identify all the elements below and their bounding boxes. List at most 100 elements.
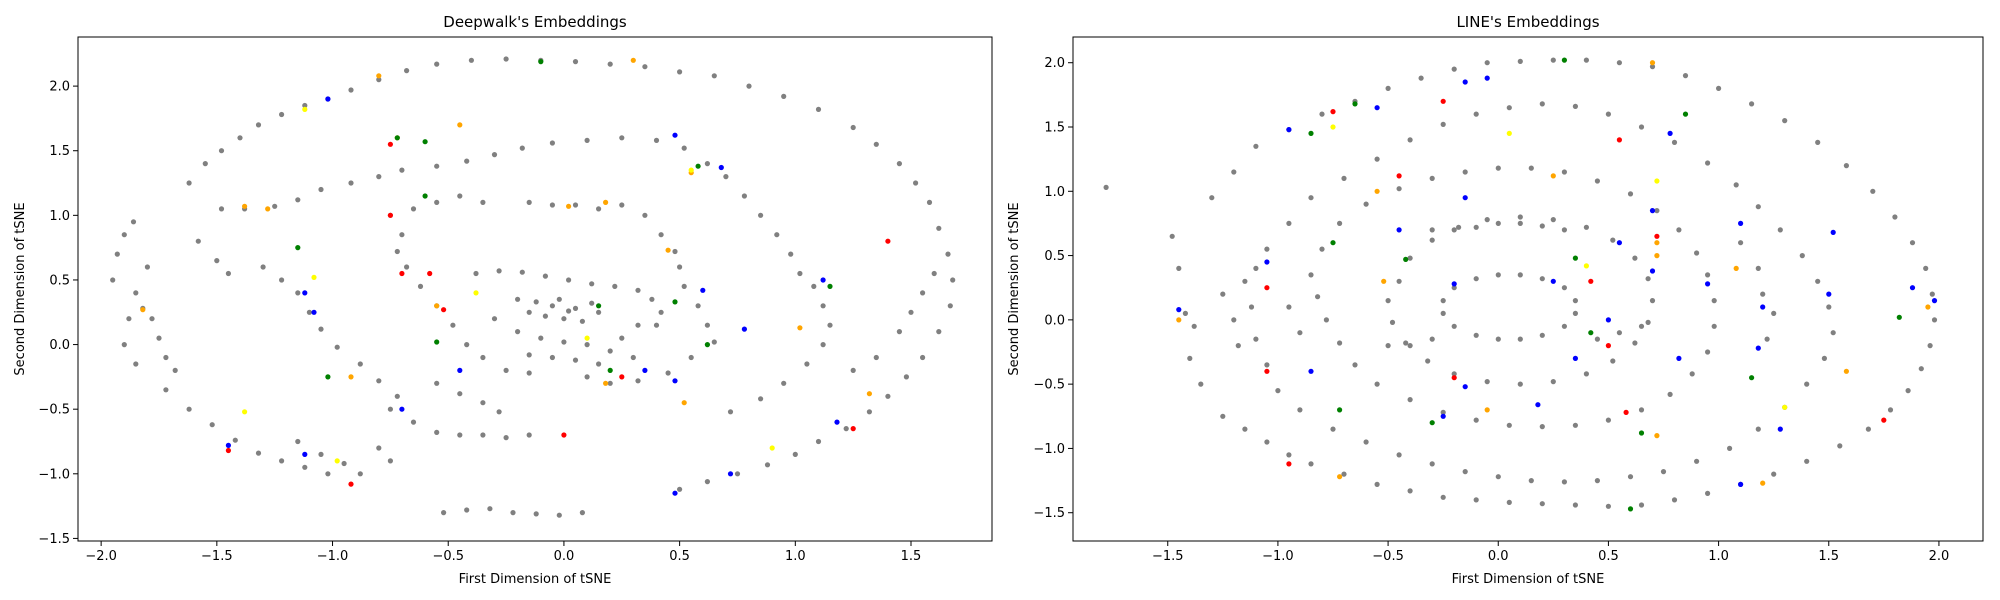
- line-point: [1738, 220, 1744, 226]
- deepwalk-point: [758, 212, 764, 218]
- deepwalk-point: [394, 248, 400, 255]
- line-point: [1605, 417, 1611, 423]
- line-point: [1561, 479, 1567, 485]
- line-point: [1374, 105, 1380, 111]
- line-point: [1330, 240, 1336, 246]
- deepwalk-point: [242, 409, 248, 415]
- line-point: [1462, 195, 1468, 201]
- deepwalk-points: [110, 56, 956, 518]
- line-point: [1550, 379, 1556, 385]
- deepwalk-y-tick-label: −1.0: [38, 467, 70, 482]
- line-point: [1931, 298, 1938, 304]
- line-point: [1407, 137, 1413, 143]
- line-point: [1330, 109, 1336, 115]
- deepwalk-point: [589, 300, 595, 306]
- deepwalk-point: [920, 354, 926, 361]
- line-point: [1319, 246, 1325, 252]
- deepwalk-point: [214, 258, 220, 264]
- line-point: [1484, 75, 1490, 81]
- line-point: [1517, 58, 1523, 64]
- deepwalk-point: [815, 106, 822, 112]
- line-point: [1931, 317, 1938, 323]
- line-point: [1654, 178, 1660, 184]
- line-point: [1799, 253, 1805, 259]
- line-point: [1645, 276, 1651, 282]
- deepwalk-chart: Deepwalk's Embeddings −2.0 −1.5 −1.0 −0.5 0.…: [13, 13, 993, 587]
- line-y-tick-label: 1.0: [1044, 185, 1065, 200]
- line-point: [1473, 332, 1479, 338]
- line-point: [1638, 124, 1645, 130]
- deepwalk-y-tick-label: −1.5: [38, 532, 70, 547]
- line-point: [1473, 224, 1479, 230]
- deepwalk-point: [561, 339, 567, 345]
- line-point: [1865, 426, 1871, 432]
- deepwalk-point: [734, 471, 741, 477]
- line-point: [1638, 502, 1645, 508]
- line-point: [1264, 246, 1270, 252]
- line-point: [1407, 255, 1413, 261]
- deepwalk-y-axis: −1.5 −1.0 −0.5 0.0 0.5 1.0 1.5 2.0: [38, 80, 78, 547]
- deepwalk-point: [357, 361, 363, 367]
- line-x-axis: −1.5 −1.0 −0.5 0.0 0.5 1.0 1.5 2.0: [1152, 541, 1949, 564]
- deepwalk-point: [387, 458, 393, 464]
- deepwalk-point: [746, 83, 752, 89]
- deepwalk-point: [341, 460, 347, 467]
- deepwalk-point: [704, 322, 711, 328]
- deepwalk-point: [202, 161, 208, 167]
- line-point: [1782, 118, 1788, 124]
- deepwalk-point: [503, 56, 509, 62]
- deepwalk-point: [885, 238, 891, 244]
- deepwalk-x-tick-label: 0.0: [554, 549, 575, 564]
- deepwalk-point: [399, 406, 405, 412]
- line-point: [1705, 272, 1711, 278]
- line-y-tick-label: 0.5: [1044, 249, 1065, 264]
- line-point: [1826, 304, 1832, 310]
- deepwalk-y-tick-label: 1.0: [49, 209, 70, 224]
- line-point: [1594, 478, 1600, 484]
- line-point: [1297, 407, 1303, 413]
- line-point: [1654, 253, 1660, 259]
- deepwalk-x-tick-label: −2.0: [85, 549, 117, 564]
- deepwalk-point: [295, 197, 301, 203]
- line-point: [1253, 336, 1259, 342]
- line-point: [1905, 388, 1911, 394]
- deepwalk-y-tick-label: 1.5: [49, 144, 70, 159]
- deepwalk-point: [695, 303, 701, 309]
- line-point: [1308, 461, 1314, 467]
- deepwalk-point: [457, 432, 463, 438]
- line-point: [1654, 433, 1660, 439]
- deepwalk-point: [410, 206, 417, 212]
- line-point: [1286, 304, 1292, 310]
- deepwalk-point: [218, 148, 225, 154]
- deepwalk-point: [572, 357, 579, 363]
- deepwalk-point: [441, 509, 447, 516]
- deepwalk-point: [394, 135, 400, 141]
- deepwalk-point: [642, 64, 648, 70]
- deepwalk-point: [325, 96, 331, 102]
- deepwalk-point: [635, 287, 641, 293]
- deepwalk-point: [422, 139, 428, 145]
- line-point: [1925, 304, 1931, 310]
- line-point: [1495, 220, 1501, 226]
- line-point: [1451, 371, 1457, 377]
- line-point: [1484, 217, 1490, 223]
- line-y-axis-label: Second Dimension of tSNE: [1007, 202, 1022, 375]
- line-point: [1169, 233, 1175, 239]
- line-point: [1616, 137, 1622, 143]
- deepwalk-point: [279, 277, 285, 283]
- deepwalk-point: [404, 68, 410, 74]
- deepwalk-point: [237, 135, 243, 141]
- deepwalk-point: [526, 352, 532, 358]
- deepwalk-point: [635, 322, 641, 328]
- deepwalk-point: [811, 283, 817, 289]
- line-point: [1572, 355, 1578, 361]
- deepwalk-point: [186, 180, 192, 186]
- deepwalk-point: [781, 93, 787, 99]
- line-point: [1572, 502, 1578, 508]
- deepwalk-point: [653, 322, 660, 328]
- deepwalk-x-axis-label: First Dimension of tSNE: [459, 572, 612, 587]
- line-x-tick-label: 0.0: [1488, 549, 1509, 564]
- deepwalk-point: [348, 180, 354, 186]
- line-point: [1923, 265, 1929, 271]
- deepwalk-point: [306, 309, 312, 315]
